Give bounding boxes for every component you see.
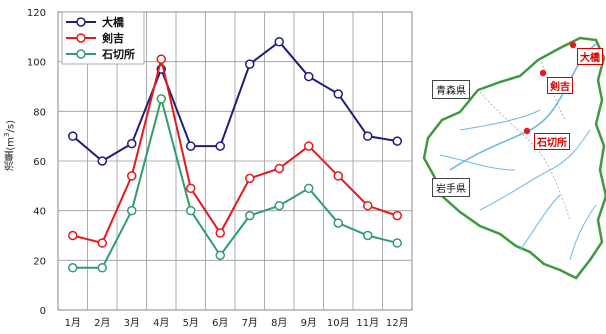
data-point <box>274 37 284 47</box>
station-label-ohashi: 大橋 <box>577 48 603 65</box>
x-tick-label: 6月 <box>212 317 228 329</box>
data-point <box>304 183 314 194</box>
data-point <box>186 141 196 151</box>
river-basin-map <box>422 36 606 280</box>
y-tick-label: 120 <box>27 8 46 19</box>
data-point <box>68 131 78 141</box>
data-point <box>186 183 196 194</box>
data-point <box>215 141 225 151</box>
x-tick-label: 9月 <box>301 317 317 329</box>
prefecture-label-aomori: 青森県 <box>432 80 470 99</box>
station-label-kenyoshi: 剣吉 <box>547 77 573 94</box>
data-point <box>363 200 373 211</box>
x-tick-label: 5月 <box>183 317 199 329</box>
x-tick-label: 3月 <box>124 317 140 329</box>
data-point <box>333 89 343 99</box>
y-tick-label: 100 <box>27 58 46 69</box>
y-tick-label: 0 <box>40 306 46 317</box>
station-dot-ohashi <box>569 41 577 49</box>
data-point <box>68 263 78 273</box>
data-point <box>245 210 255 221</box>
data-point <box>97 263 107 273</box>
flow-line-chart: 0 20 40 60 80 100 120 1月 2月 3月 4月 5月 6月 7月 8月 9月 10月 11月 1… <box>27 8 413 329</box>
data-point <box>156 94 166 104</box>
data-point <box>333 218 343 228</box>
data-point <box>304 141 314 151</box>
x-tick-label: 8月 <box>271 317 287 329</box>
x-tick-label: 4月 <box>153 317 169 329</box>
x-tick-label: 10月 <box>327 317 350 329</box>
data-point <box>245 173 255 184</box>
data-point <box>392 238 402 248</box>
data-point <box>127 205 137 216</box>
data-point <box>245 59 255 69</box>
y-tick-label: 20 <box>33 256 46 267</box>
data-point <box>97 238 107 248</box>
river-branch-5 <box>439 154 516 171</box>
station-label-ishikirido: 石切所 <box>534 133 570 150</box>
legend-label: 剣吉 <box>101 31 124 45</box>
data-point <box>97 156 107 166</box>
data-point <box>363 131 373 141</box>
x-tick-label: 11月 <box>356 317 379 329</box>
data-point <box>215 250 225 261</box>
data-point <box>127 171 137 181</box>
legend-label: 大橋 <box>102 15 125 29</box>
data-point <box>392 210 402 221</box>
data-point <box>304 71 314 82</box>
series-line-1 <box>72 58 398 245</box>
x-tick-label: 1月 <box>65 317 81 329</box>
data-point <box>68 230 78 241</box>
data-point <box>215 228 225 238</box>
data-point <box>274 200 284 211</box>
legend-swatch-marker <box>76 33 86 43</box>
river-branch-1 <box>459 109 541 131</box>
data-point <box>363 230 373 241</box>
station-dot-ishikirido <box>523 127 531 135</box>
river-branch-4 <box>569 204 597 261</box>
x-tick-label: 7月 <box>242 317 258 329</box>
y-tick-label: 80 <box>33 107 46 118</box>
legend-swatch-marker <box>76 17 86 27</box>
legend-swatch-marker <box>76 49 86 59</box>
x-tick-label: 12月 <box>386 317 409 329</box>
x-tick-label: 2月 <box>94 317 110 329</box>
sub-basin-boundary-1 <box>479 91 571 221</box>
data-point <box>392 136 402 146</box>
river-branch-3 <box>519 194 561 251</box>
legend-label: 石切所 <box>101 47 135 61</box>
data-point <box>333 171 343 181</box>
y-tick-label: 40 <box>33 207 46 218</box>
data-point <box>274 163 284 174</box>
series-line-0 <box>72 40 398 163</box>
y-tick-label: 60 <box>33 157 46 168</box>
data-point <box>127 138 137 149</box>
prefecture-label-iwate: 岩手県 <box>432 178 470 197</box>
data-point <box>156 54 166 64</box>
station-dot-kenyoshi <box>539 69 547 77</box>
data-point <box>186 205 196 216</box>
series-line-2 <box>72 94 398 269</box>
